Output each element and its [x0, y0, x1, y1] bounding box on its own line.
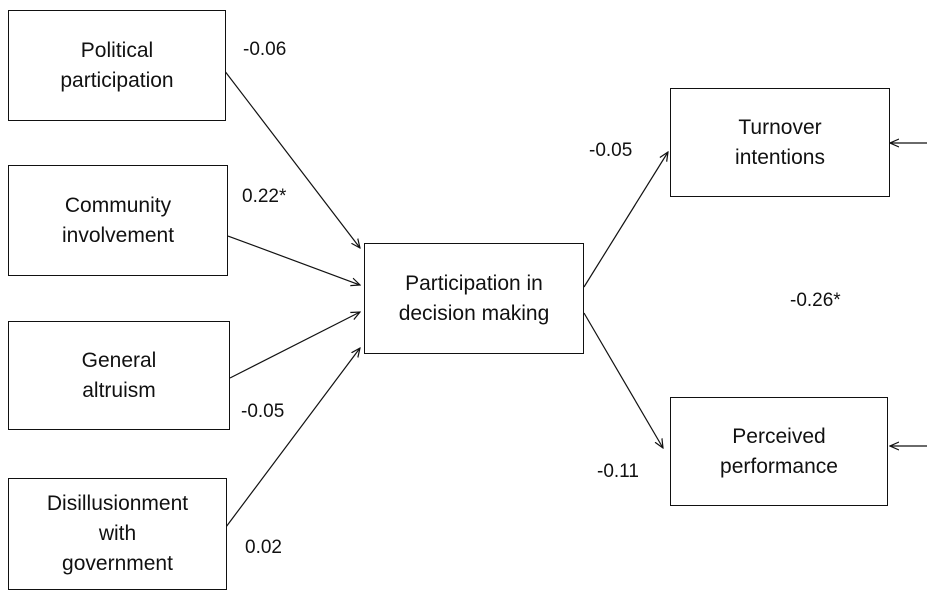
node-turnover-intentions: Turnover intentions — [670, 88, 890, 197]
node-perceived-performance: Perceived performance — [670, 397, 888, 506]
arrow-pdm-to-turnover — [583, 152, 668, 288]
node-label: Turnover intentions — [735, 115, 825, 169]
coefficient-disillusionment: 0.02 — [245, 537, 282, 558]
coefficient-political: -0.06 — [243, 39, 287, 60]
arrow-political-to-pdm — [223, 69, 360, 248]
coefficient-altruism: -0.05 — [241, 401, 285, 422]
coefficient-community: 0.22* — [242, 186, 287, 207]
arrow-community-to-pdm — [227, 235, 360, 285]
node-label: General altruism — [81, 348, 157, 402]
arrow-altruism-to-pdm — [229, 312, 360, 379]
node-participation-in-decision-making: Participation in decision making — [364, 243, 584, 354]
node-label: Political participation — [60, 38, 174, 92]
coefficient-pdm-performance: -0.11 — [597, 461, 639, 482]
node-community-involvement: Community involvement — [8, 165, 228, 276]
node-label: Perceived performance — [720, 424, 838, 478]
arrow-pdm-to-performance — [583, 312, 663, 448]
coefficient-pdm-turnover: -0.05 — [589, 140, 633, 161]
coefficient-turnover-performance: -0.26* — [790, 290, 841, 311]
arrow-disillusionment-to-pdm — [225, 348, 360, 528]
node-label: Participation in decision making — [398, 271, 550, 325]
node-general-altruism: General altruism — [8, 321, 230, 430]
node-disillusionment-with-government: Disillusionment with government — [8, 478, 227, 590]
node-label: Disillusionment with government — [46, 492, 189, 575]
node-political-participation: Political participation — [8, 10, 226, 121]
node-label: Community involvement — [61, 193, 175, 247]
